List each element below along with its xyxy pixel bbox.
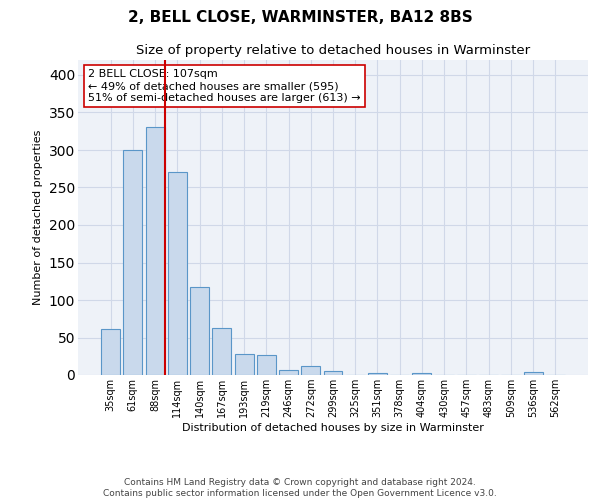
Bar — [323, 371, 343, 375]
Text: Contains HM Land Registry data © Crown copyright and database right 2024.
Contai: Contains HM Land Registry data © Crown c… — [103, 478, 497, 498]
Bar — [301, 366, 320, 375]
Bar — [257, 355, 276, 375]
Bar — [235, 354, 254, 375]
Title: Size of property relative to detached houses in Warminster: Size of property relative to detached ho… — [136, 44, 530, 58]
Bar — [524, 372, 542, 375]
Bar — [101, 328, 120, 375]
Bar — [146, 128, 164, 375]
Text: 2, BELL CLOSE, WARMINSTER, BA12 8BS: 2, BELL CLOSE, WARMINSTER, BA12 8BS — [128, 10, 472, 25]
Bar — [212, 328, 231, 375]
Bar — [412, 373, 431, 375]
Text: 2 BELL CLOSE: 107sqm
← 49% of detached houses are smaller (595)
51% of semi-deta: 2 BELL CLOSE: 107sqm ← 49% of detached h… — [88, 70, 361, 102]
X-axis label: Distribution of detached houses by size in Warminster: Distribution of detached houses by size … — [182, 423, 484, 433]
Bar — [279, 370, 298, 375]
Bar — [168, 172, 187, 375]
Bar — [124, 150, 142, 375]
Y-axis label: Number of detached properties: Number of detached properties — [33, 130, 43, 305]
Bar — [190, 286, 209, 375]
Bar — [368, 373, 387, 375]
